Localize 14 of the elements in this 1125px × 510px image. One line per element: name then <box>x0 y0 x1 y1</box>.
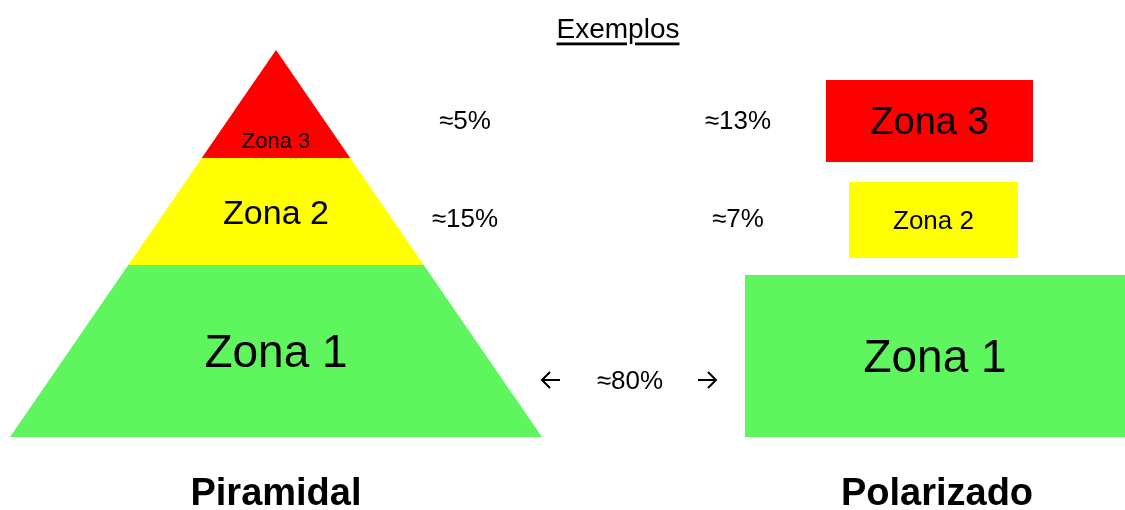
data-label: ≈80% <box>596 365 664 395</box>
text: Exemplos <box>556 12 680 44</box>
category-label: Zona 1 <box>863 330 1007 382</box>
text: Piramidal <box>190 471 362 510</box>
category-label: Zona 3 <box>241 127 311 153</box>
category-label: Zona 1 <box>204 325 348 377</box>
data-label: ≈5% <box>439 105 491 135</box>
data-label: ≈7% <box>712 203 764 233</box>
category-label: Zona 3 <box>870 100 989 142</box>
category-label: Zona 2 <box>223 192 329 231</box>
data-label: ≈13% <box>704 105 772 135</box>
data-label: ≈15% <box>431 203 499 233</box>
text: Polarizado <box>840 471 1034 510</box>
category-label: Zona 2 <box>893 205 974 235</box>
